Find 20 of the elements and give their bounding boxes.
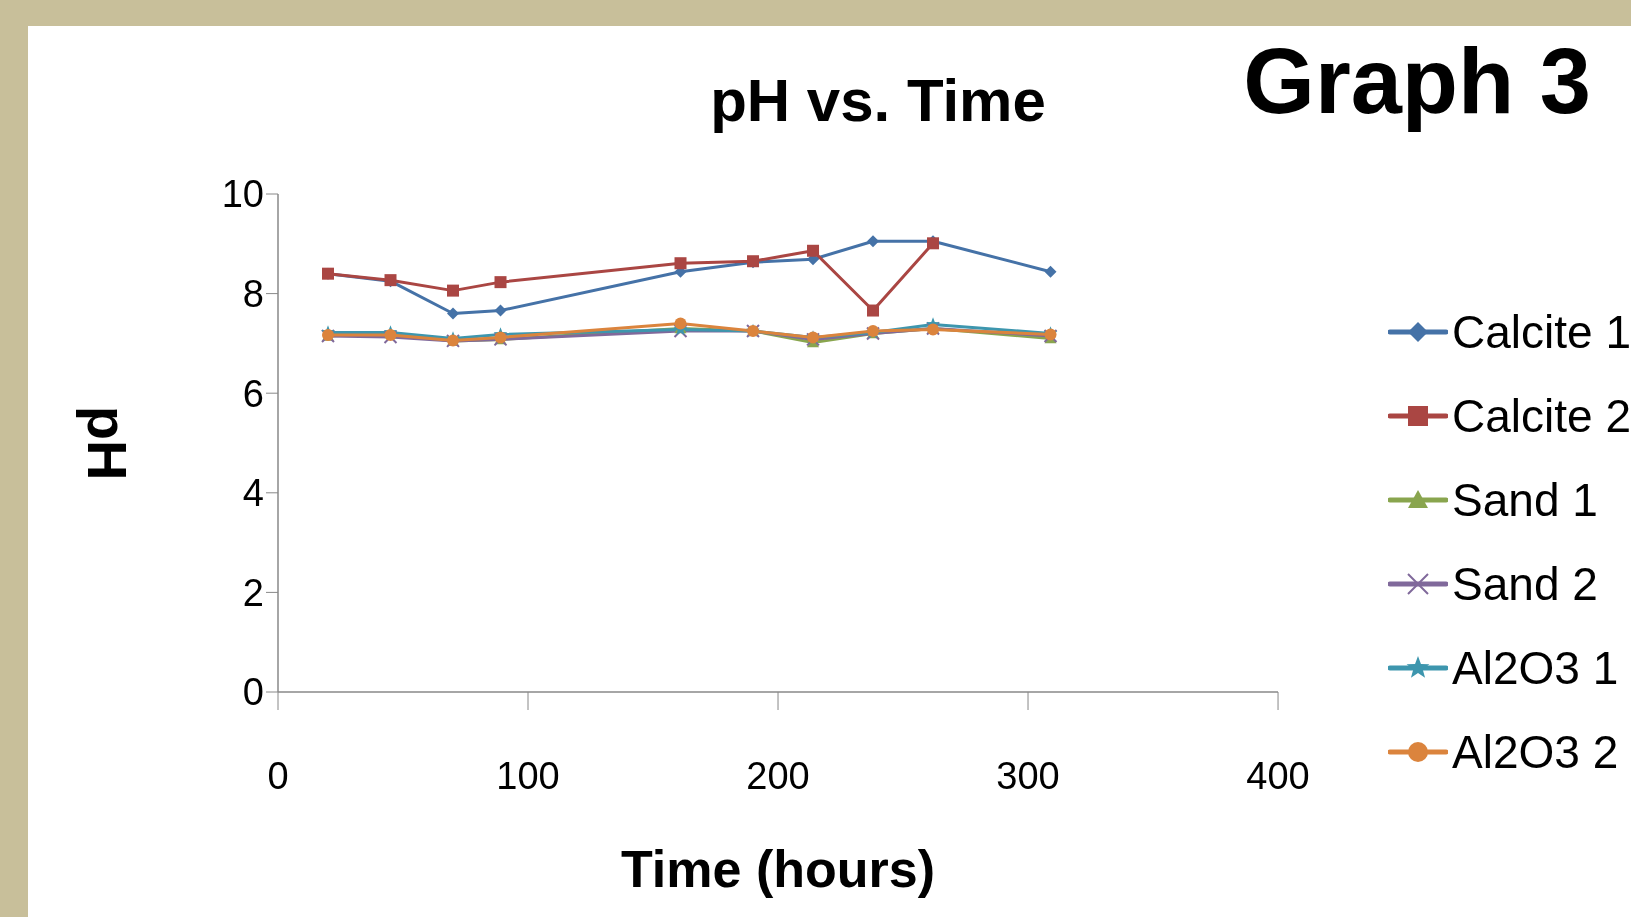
y-tick-label: 4 [242,472,264,515]
legend-label: Calcite 1 [1452,304,1631,359]
y-tick-label: 0 [242,671,264,714]
y-tick-label: 6 [242,372,264,415]
x-tick-label: 300 [996,754,1060,797]
legend-label: Calcite 2 [1452,388,1631,443]
y-tick-label: 2 [242,571,264,614]
legend-label: Sand 1 [1452,472,1598,527]
legend-label: Al2O3 1 [1452,640,1619,695]
y-tick-label: 8 [242,273,264,316]
legend-label: Sand 2 [1452,556,1598,611]
caption: Graph 3 [1243,29,1591,134]
x-tick-label: 400 [1246,754,1310,797]
y-axis-title: pH [76,405,140,481]
legend-label: Al2O3 2 [1452,724,1619,779]
x-tick-label: 200 [746,754,810,797]
y-tick-label: 10 [221,173,264,216]
x-tick-label: 100 [496,754,560,797]
chart-title: pH vs. Time [709,66,1047,135]
x-axis-title: Time (hours) [621,840,935,898]
